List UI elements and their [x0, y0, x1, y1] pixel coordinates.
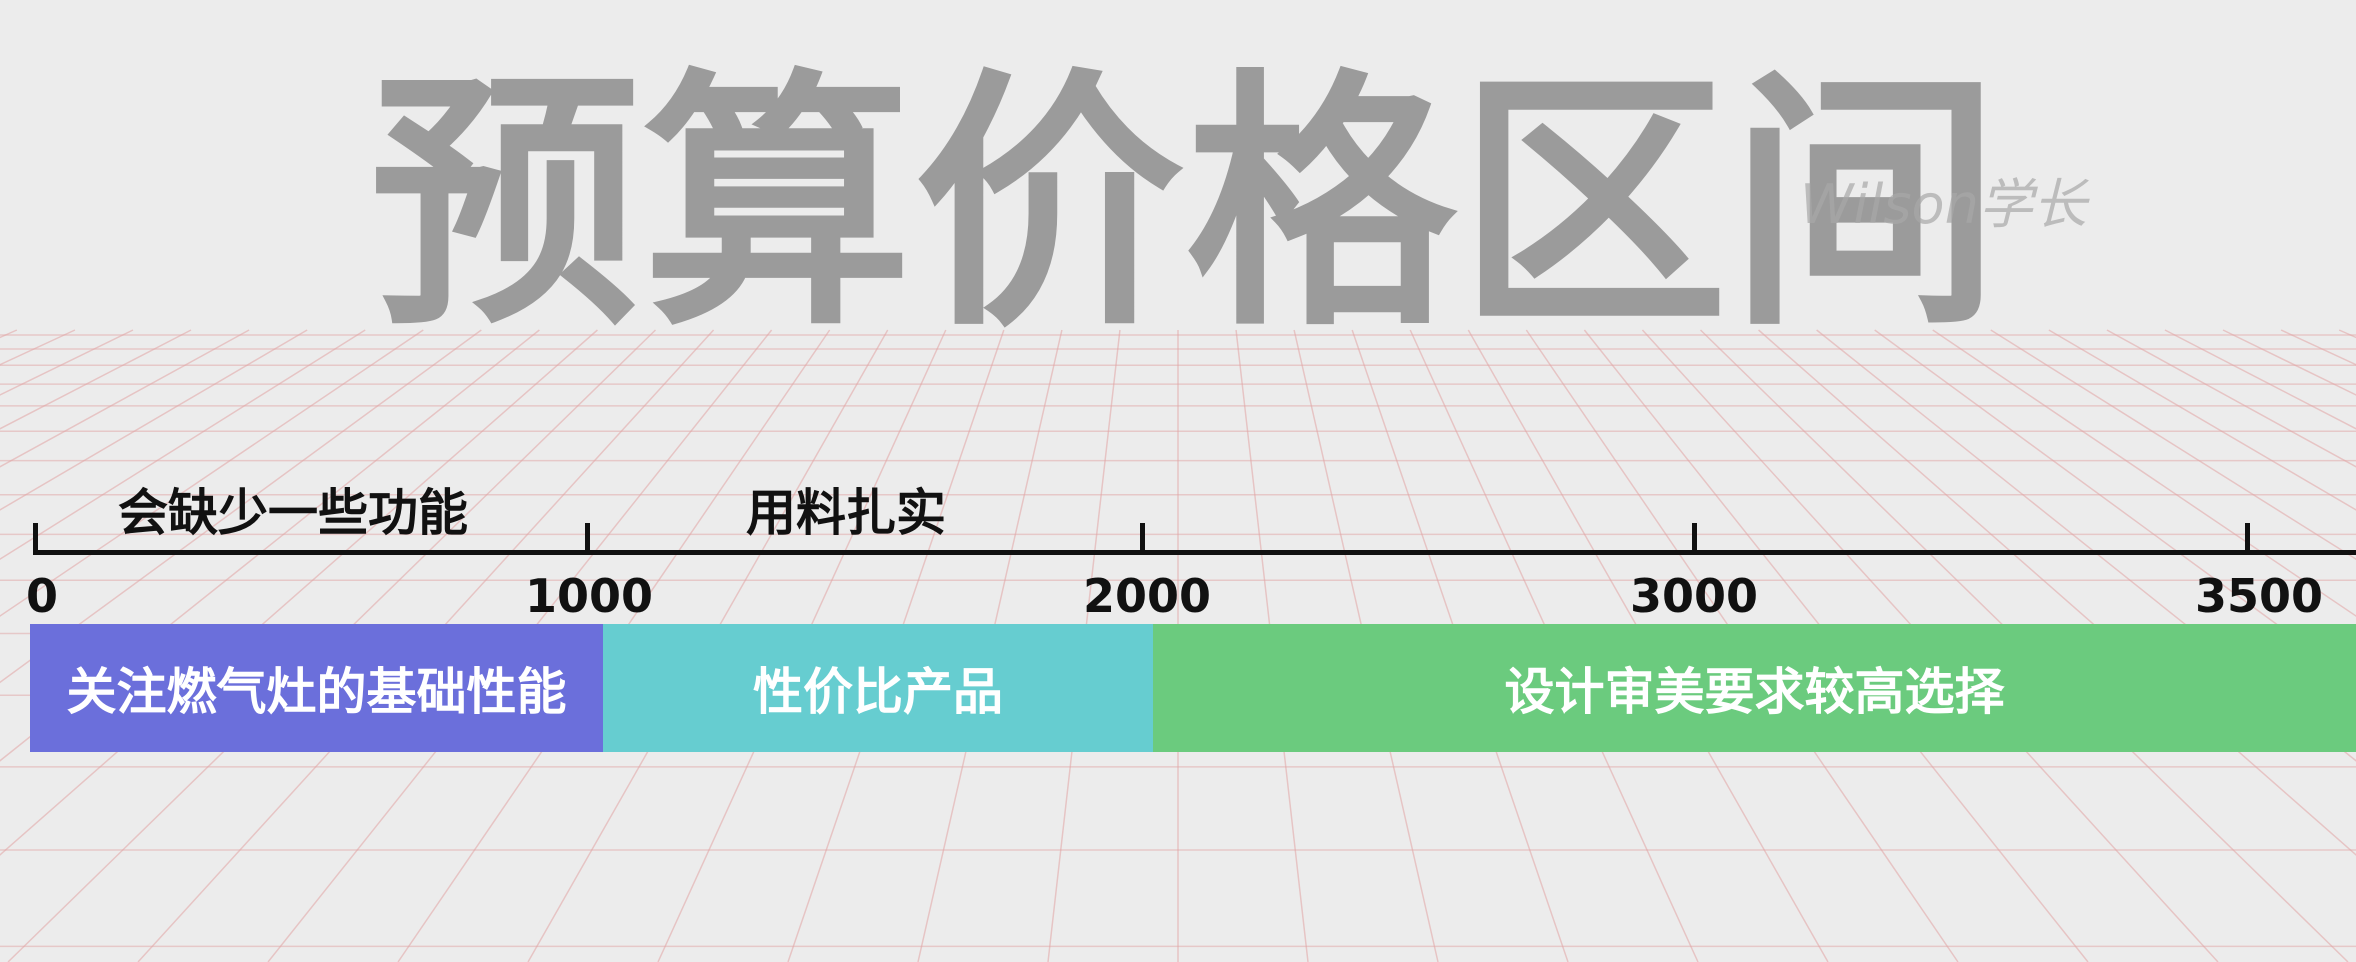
tick-label-0: 0 — [26, 569, 59, 623]
tick-label-3000: 3000 — [1630, 569, 1759, 623]
grid-line — [0, 329, 424, 617]
grid-line — [1990, 329, 2356, 561]
tick-3500 — [2245, 523, 2250, 554]
grid-line — [2106, 329, 2356, 468]
tick-label-3500: 3500 — [2195, 569, 2324, 623]
tick-label-1000: 1000 — [525, 569, 654, 623]
tick-3000 — [1692, 523, 1697, 554]
band-design: 设计审美要求较高选择 — [1153, 624, 2356, 752]
tick-2000 — [1140, 523, 1145, 554]
note-mid-range: 用料扎实 — [746, 484, 946, 542]
grid-line — [0, 329, 250, 468]
band-basic: 关注燃气灶的基础性能 — [30, 624, 603, 752]
band-value: 性价比产品 — [603, 624, 1153, 752]
grid-line — [0, 329, 366, 561]
grid-line — [0, 329, 308, 511]
grid-line — [2048, 329, 2356, 511]
watermark-logo: Wilson学长 — [1800, 173, 2087, 236]
tick-label-2000: 2000 — [1083, 569, 1212, 623]
grid-line — [1932, 329, 2356, 617]
tick-1000 — [585, 523, 590, 554]
note-low-range: 会缺少一些功能 — [118, 484, 468, 542]
page-title: 预算价格区间 — [370, 47, 2002, 362]
axis-line — [33, 550, 2356, 555]
tick-0 — [33, 523, 38, 554]
